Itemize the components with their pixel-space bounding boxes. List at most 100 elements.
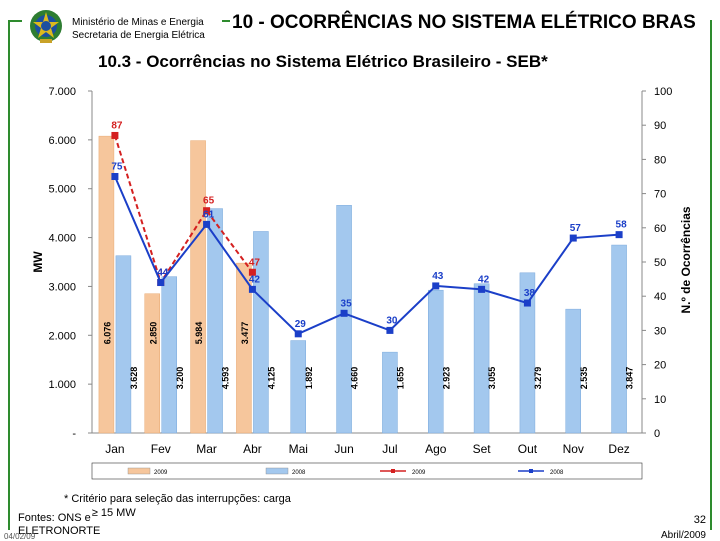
point-blue-out <box>523 299 531 307</box>
point-blue-set <box>478 285 486 293</box>
bar-2008-mar <box>207 208 223 434</box>
legend-marker-3 <box>529 469 533 473</box>
load-threshold: ≥ 15 MW <box>91 507 136 519</box>
point-label-blue-jan: 75 <box>111 162 123 173</box>
y2-tick-label: 80 <box>654 154 666 166</box>
point-blue-abr <box>248 285 256 293</box>
frame-right <box>710 20 712 530</box>
y2-tick-label: 90 <box>654 120 666 132</box>
bar-label-2008-jul: 1.655 <box>395 367 405 390</box>
bar-label-2008-dez: 3.847 <box>625 367 635 390</box>
y-tick-label: 1.000 <box>48 379 76 391</box>
y-tick-label: - <box>72 428 76 440</box>
page-number: 32 <box>693 514 706 526</box>
point-label-red-mar: 65 <box>203 196 215 207</box>
bar-2008-abr <box>253 231 269 434</box>
point-label-blue-jul: 30 <box>386 315 398 326</box>
y2-tick-label: 40 <box>654 291 666 303</box>
point-label-blue-mai: 29 <box>295 319 307 330</box>
page-title: 10 - OCORRÊNCIAS NO SISTEMA ELÉTRICO BRA… <box>232 12 696 33</box>
y2-tick-label: 20 <box>654 360 666 372</box>
bar-2008-jan <box>115 255 132 434</box>
legend-label-3: 2008 <box>550 470 564 476</box>
point-red-mar <box>203 207 211 215</box>
bar-label-2008-fev: 3.200 <box>175 367 185 390</box>
x-tick-label: Ago <box>425 442 447 456</box>
bar-2009-mar <box>190 140 206 434</box>
point-label-red-fev: 44 <box>157 268 169 279</box>
ministry-block: Ministério de Minas e Energia Secretaria… <box>72 16 205 42</box>
bar-2008-jul <box>382 351 398 434</box>
page-date: Abril/2009 <box>660 530 706 541</box>
sources-block: Fontes: ONS e≥ 15 MW ELETRONORTE <box>18 507 136 538</box>
y2-tick-label: 10 <box>654 394 666 406</box>
frame-top-left <box>8 20 22 22</box>
ministry-line-1: Ministério de Minas e Energia <box>72 17 204 28</box>
point-label-blue-ago: 43 <box>432 271 444 282</box>
y2-tick-label: 100 <box>654 86 672 98</box>
bar-label-2008-mar: 4.593 <box>221 367 231 390</box>
bar-label-2008-ago: 2.923 <box>441 367 451 390</box>
legend-label-1: 2008 <box>292 470 306 476</box>
bar-2008-jun <box>336 205 352 434</box>
point-red-abr <box>248 268 256 276</box>
legend-marker-2 <box>391 469 395 473</box>
legend-swatch-0 <box>127 467 151 475</box>
bar-2008-ago <box>428 289 444 434</box>
y-tick-label: 5.000 <box>48 184 76 196</box>
point-label-blue-out: 38 <box>524 288 536 299</box>
bar-label-2008-abr: 4.125 <box>266 367 276 390</box>
y2-tick-label: 50 <box>654 257 666 269</box>
legend-swatch-1 <box>265 467 289 475</box>
bar-2008-out <box>519 272 536 434</box>
y-tick-label: 2.000 <box>48 330 76 342</box>
y-tick-label: 6.000 <box>48 135 76 147</box>
x-tick-label: Jul <box>382 442 397 456</box>
point-blue-nov <box>569 234 577 242</box>
point-blue-ago <box>432 282 440 290</box>
bar-2009-fev <box>144 293 160 434</box>
sources-line-1: Fontes: ONS e <box>18 512 91 524</box>
frame-left <box>8 20 10 530</box>
y2-tick-label: 70 <box>654 189 666 201</box>
point-blue-fev <box>157 279 165 287</box>
line-2008-blue <box>113 176 620 336</box>
point-blue-jan <box>111 173 119 180</box>
x-tick-label: Mai <box>289 442 308 456</box>
x-tick-label: Abr <box>243 442 262 456</box>
x-tick-label: Out <box>518 442 538 456</box>
bar-label-2009-jan: 6.076 <box>102 322 112 345</box>
point-label-blue-jun: 35 <box>341 298 353 309</box>
bar-label-2008-out: 3.279 <box>533 367 543 390</box>
chart-title: 10.3 - Ocorrências no Sistema Elétrico B… <box>98 52 548 71</box>
frame-top-right <box>222 20 230 22</box>
criteria-note: * Critério para seleção das interrupções… <box>64 493 291 505</box>
y2-tick-label: 60 <box>654 223 666 235</box>
y2-tick-label: 0 <box>654 428 660 440</box>
point-blue-jul <box>386 326 394 334</box>
point-label-blue-abr: 42 <box>249 274 261 285</box>
bar-label-2008-set: 3.055 <box>487 367 497 390</box>
y-tick-label: 4.000 <box>48 233 76 245</box>
bar-label-2008-jun: 4.660 <box>350 367 360 390</box>
line-2009-red <box>113 135 254 285</box>
point-label-blue-nov: 57 <box>570 223 582 234</box>
point-label-blue-fev: 44 <box>157 268 169 279</box>
y-tick-label: 7.000 <box>48 86 76 98</box>
point-label-blue-set: 42 <box>478 274 490 285</box>
x-tick-label: Jun <box>334 442 353 456</box>
bar-2009-jan <box>98 135 115 434</box>
bar-label-2008-mai: 1.892 <box>304 367 314 390</box>
coat-of-arms-logo <box>30 10 62 43</box>
legend-label-0: 2009 <box>154 470 168 476</box>
point-label-red-abr: 47 <box>249 257 261 268</box>
y-tick-label: 3.000 <box>48 281 76 293</box>
bar-2009-abr <box>236 262 252 434</box>
x-tick-label: Fev <box>151 442 171 456</box>
point-label-blue-mar: 61 <box>203 209 215 220</box>
ministry-line-2: Secretaria de Energia Elétrica <box>72 30 205 41</box>
point-label-blue-dez: 58 <box>616 220 628 231</box>
point-red-jan <box>111 131 119 139</box>
bar-2008-fev <box>161 276 177 434</box>
